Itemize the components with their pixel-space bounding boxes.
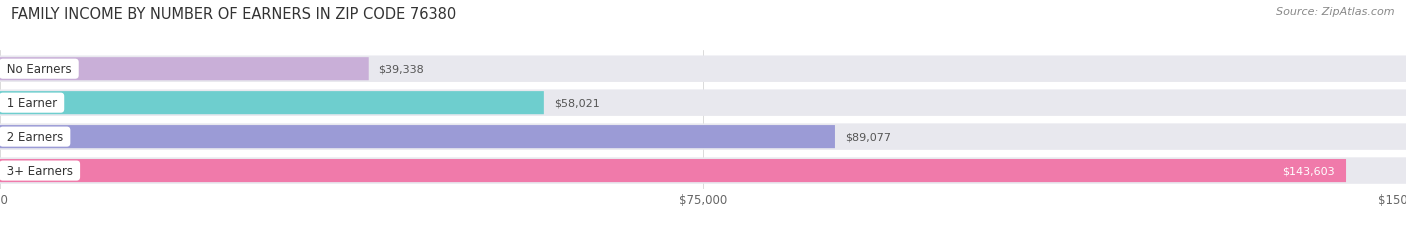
FancyBboxPatch shape (0, 58, 368, 81)
FancyBboxPatch shape (0, 159, 1346, 182)
FancyBboxPatch shape (0, 125, 835, 149)
Text: $89,077: $89,077 (845, 132, 891, 142)
Text: FAMILY INCOME BY NUMBER OF EARNERS IN ZIP CODE 76380: FAMILY INCOME BY NUMBER OF EARNERS IN ZI… (11, 7, 457, 22)
Text: $143,603: $143,603 (1282, 166, 1334, 176)
Text: 3+ Earners: 3+ Earners (3, 164, 76, 177)
Text: No Earners: No Earners (3, 63, 75, 76)
FancyBboxPatch shape (0, 92, 544, 115)
FancyBboxPatch shape (0, 124, 1406, 150)
FancyBboxPatch shape (0, 158, 1406, 184)
Text: $58,021: $58,021 (554, 98, 599, 108)
Text: Source: ZipAtlas.com: Source: ZipAtlas.com (1277, 7, 1395, 17)
Text: $39,338: $39,338 (378, 64, 425, 74)
Text: 2 Earners: 2 Earners (3, 131, 67, 143)
FancyBboxPatch shape (0, 90, 1406, 116)
Text: 1 Earner: 1 Earner (3, 97, 60, 110)
FancyBboxPatch shape (0, 56, 1406, 83)
